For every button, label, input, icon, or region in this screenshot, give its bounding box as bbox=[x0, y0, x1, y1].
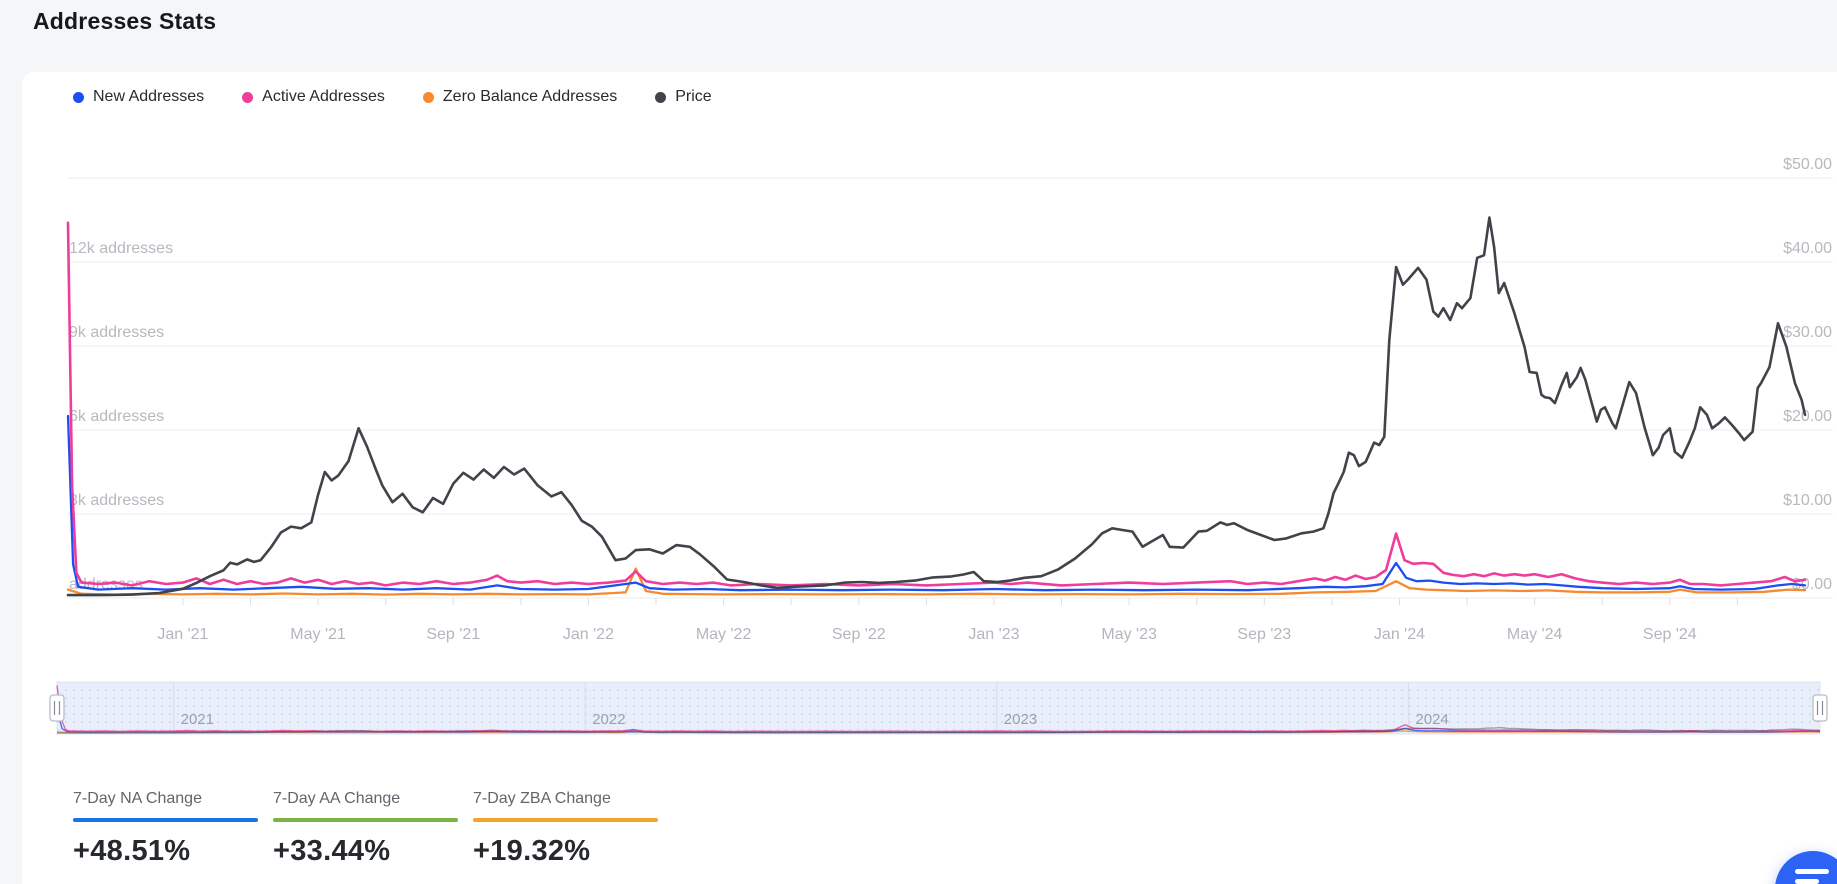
x-axis-tick-label: Sep '22 bbox=[831, 626, 886, 643]
x-axis-tick-label: Sep '21 bbox=[426, 626, 481, 643]
new-addresses-dot-icon bbox=[73, 91, 84, 103]
y-right-tick-label: $0.00 bbox=[1791, 576, 1832, 593]
y-left-tick-label: 3k addresses bbox=[69, 492, 165, 509]
stat-value: +48.51% bbox=[73, 835, 191, 867]
stat-underline bbox=[273, 818, 458, 822]
stat-underline bbox=[473, 818, 658, 822]
y-right-tick-label: $20.00 bbox=[1783, 408, 1832, 425]
x-axis-tick-label: May '22 bbox=[695, 626, 752, 643]
y-right-tick-label: $40.00 bbox=[1783, 240, 1832, 257]
x-axis-tick-label: Sep '23 bbox=[1237, 626, 1292, 643]
y-right-tick-label: $10.00 bbox=[1783, 492, 1832, 509]
legend-item-price[interactable]: Price bbox=[655, 88, 712, 106]
x-axis-tick-label: Jan '22 bbox=[562, 626, 614, 643]
stat-7day-na-change: 7-Day NA Change +48.51% bbox=[73, 790, 258, 868]
y-left-tick-label: addresses bbox=[69, 576, 143, 593]
legend-label: Price bbox=[675, 88, 712, 105]
stat-label: 7-Day ZBA Change bbox=[473, 790, 611, 807]
chart-card bbox=[22, 72, 1837, 884]
x-axis-tick-label: May '23 bbox=[1101, 626, 1157, 643]
stat-label: 7-Day AA Change bbox=[273, 790, 401, 807]
x-axis-tick-label: Sep '24 bbox=[1642, 626, 1697, 643]
stat-underline bbox=[73, 818, 258, 822]
stat-label: 7-Day NA Change bbox=[73, 790, 202, 807]
x-axis-tick-label: May '24 bbox=[1506, 626, 1563, 643]
legend-label: Zero Balance Addresses bbox=[442, 88, 618, 105]
stat-7day-zba-change: 7-Day ZBA Change +19.32% bbox=[473, 790, 658, 868]
chat-icon bbox=[1795, 869, 1831, 884]
brush-year-label: 2023 bbox=[1003, 711, 1038, 728]
y-left-tick-label: 6k addresses bbox=[69, 408, 165, 425]
brush-year-label: 2022 bbox=[592, 711, 626, 728]
y-right-tick-label: $30.00 bbox=[1783, 324, 1832, 341]
legend-item-active-addresses[interactable]: Active Addresses bbox=[242, 88, 385, 106]
x-axis-tick-label: Jan '24 bbox=[1373, 626, 1426, 643]
x-axis-tick-label: May '21 bbox=[290, 626, 346, 643]
active-addresses-dot-icon bbox=[242, 91, 254, 103]
y-left-tick-label: 12k addresses bbox=[69, 240, 174, 257]
y-right-tick-label: $50.00 bbox=[1783, 156, 1832, 173]
legend-item-new-addresses[interactable]: New Addresses bbox=[73, 88, 204, 106]
x-axis-tick-label: Jan '21 bbox=[157, 626, 209, 643]
y-left-tick-label: 9k addresses bbox=[69, 324, 165, 341]
stats-row: 7-Day NA Change +48.51% 7-Day AA Change … bbox=[73, 790, 658, 868]
stat-value: +19.32% bbox=[473, 835, 591, 867]
price-dot-icon bbox=[655, 91, 667, 103]
zero-balance-addresses-dot-icon bbox=[422, 91, 434, 103]
stat-value: +33.44% bbox=[273, 835, 391, 867]
brush-year-label: 2024 bbox=[1415, 711, 1449, 728]
legend-label: Active Addresses bbox=[262, 88, 385, 105]
legend-label: New Addresses bbox=[93, 88, 205, 105]
brush-year-label: 2021 bbox=[180, 711, 214, 728]
x-axis-tick-label: Jan '23 bbox=[968, 626, 1020, 643]
legend-item-zero-balance-addresses[interactable]: Zero Balance Addresses bbox=[422, 88, 618, 106]
page-title: Addresses Stats bbox=[33, 8, 217, 34]
stat-7day-aa-change: 7-Day AA Change +33.44% bbox=[273, 790, 458, 868]
chart-legend: New Addresses Active Addresses Zero Bala… bbox=[73, 88, 712, 106]
